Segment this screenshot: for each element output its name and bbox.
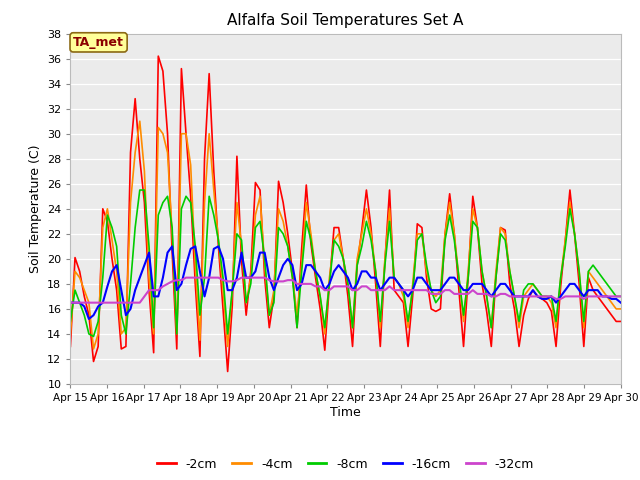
Legend: -2cm, -4cm, -8cm, -16cm, -32cm: -2cm, -4cm, -8cm, -16cm, -32cm xyxy=(152,453,539,476)
Title: Alfalfa Soil Temperatures Set A: Alfalfa Soil Temperatures Set A xyxy=(227,13,464,28)
X-axis label: Time: Time xyxy=(330,406,361,419)
Text: TA_met: TA_met xyxy=(73,36,124,49)
Y-axis label: Soil Temperature (C): Soil Temperature (C) xyxy=(29,144,42,273)
